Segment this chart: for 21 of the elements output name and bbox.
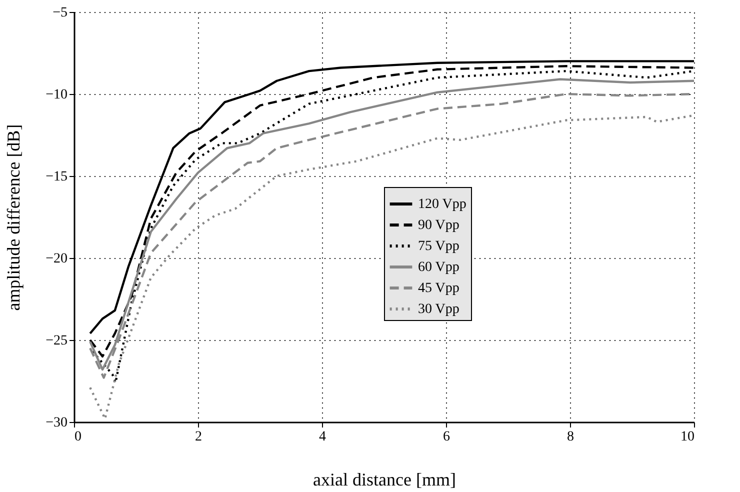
- y-axis-title: amplitude difference [dB]: [4, 124, 24, 311]
- y-tick-label: −5: [52, 6, 68, 20]
- x-axis-title: axial distance [mm]: [313, 470, 456, 490]
- x-tick-label: 2: [195, 430, 202, 444]
- legend-label: 45 Vpp: [418, 281, 460, 296]
- x-tick-label: 6: [443, 430, 450, 444]
- legend-label: 75 Vpp: [418, 239, 460, 254]
- y-tick-label: −20: [46, 252, 68, 266]
- y-tick-label: −30: [46, 416, 68, 430]
- legend-label: 30 Vpp: [418, 302, 460, 317]
- legend-label: 90 Vpp: [418, 218, 460, 233]
- legend-label: 60 Vpp: [418, 260, 460, 275]
- y-tick-label: −10: [46, 88, 68, 102]
- x-tick-label: 4: [319, 430, 326, 444]
- x-tick-label: 10: [680, 430, 694, 444]
- x-tick-label: 8: [567, 430, 574, 444]
- line-series: [89, 114, 694, 420]
- y-tick-label: −25: [46, 334, 68, 348]
- legend-label: 120 Vpp: [418, 197, 466, 212]
- y-tick-label: −15: [46, 170, 68, 184]
- x-tick-label: 0: [74, 430, 82, 444]
